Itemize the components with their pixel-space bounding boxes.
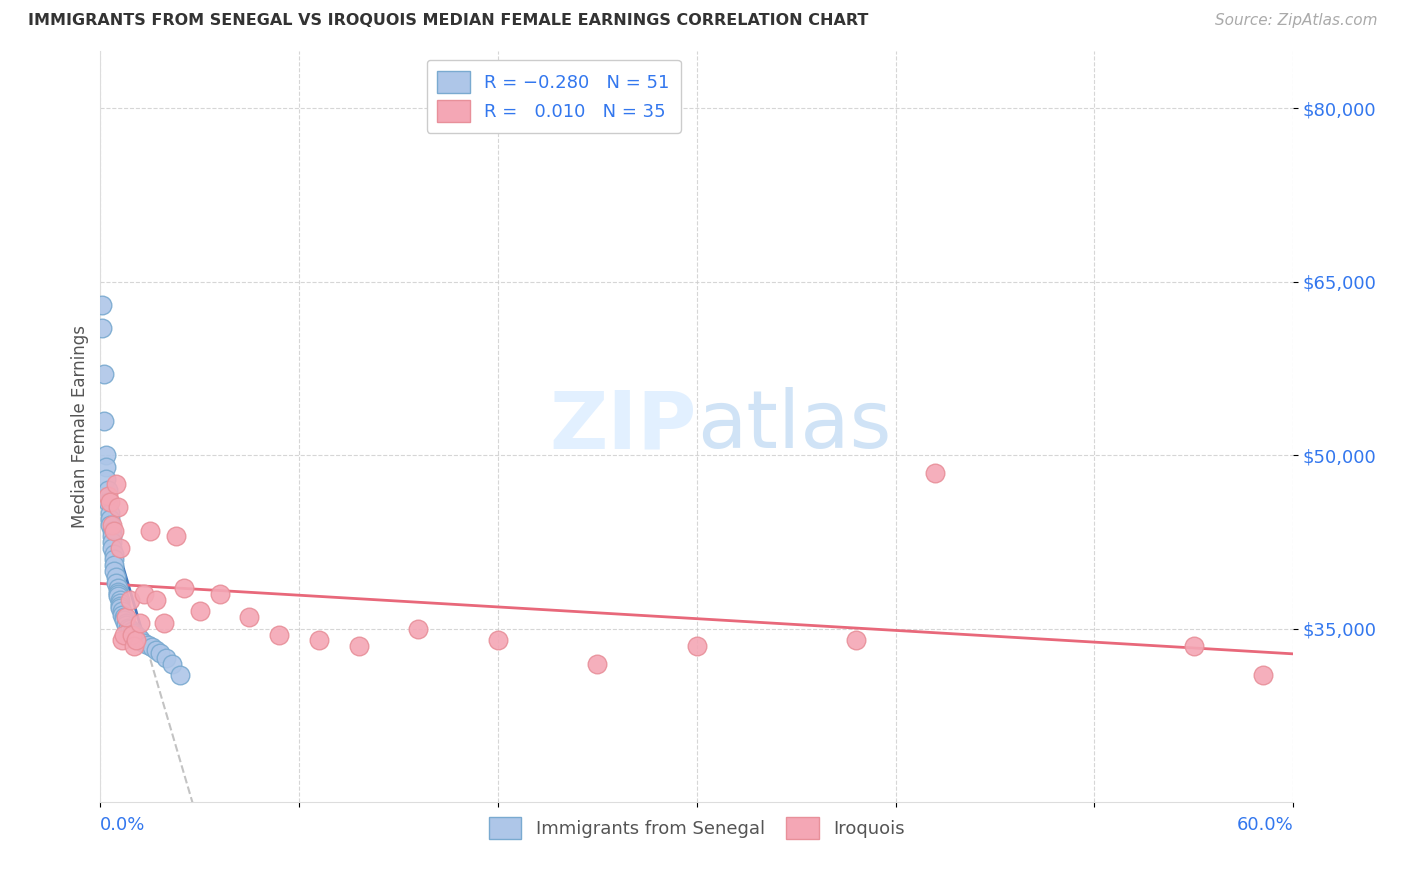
Point xyxy=(208,587,231,601)
Point xyxy=(101,535,124,549)
Point xyxy=(120,622,142,636)
Point xyxy=(117,621,139,635)
Point xyxy=(101,524,124,538)
Point xyxy=(121,624,143,639)
Point xyxy=(115,615,138,630)
Point xyxy=(98,517,121,532)
Point xyxy=(98,506,121,520)
Point xyxy=(121,627,143,641)
Point xyxy=(107,587,129,601)
Point xyxy=(125,627,148,641)
Point xyxy=(105,575,128,590)
Point xyxy=(169,668,191,682)
Point xyxy=(91,321,114,335)
Point xyxy=(308,633,330,648)
Point xyxy=(188,605,211,619)
Point xyxy=(103,524,125,538)
Point xyxy=(110,541,132,555)
Point xyxy=(586,657,609,671)
Point xyxy=(103,564,125,578)
Text: IMMIGRANTS FROM SENEGAL VS IROQUOIS MEDIAN FEMALE EARNINGS CORRELATION CHART: IMMIGRANTS FROM SENEGAL VS IROQUOIS MEDI… xyxy=(28,13,869,29)
Point xyxy=(107,582,129,596)
Point xyxy=(97,483,120,497)
Point xyxy=(112,613,135,627)
Point xyxy=(110,593,132,607)
Point xyxy=(103,547,125,561)
Point xyxy=(110,601,132,615)
Point xyxy=(101,517,124,532)
Point xyxy=(111,605,134,619)
Point xyxy=(115,618,138,632)
Point xyxy=(165,529,187,543)
Point xyxy=(149,646,172,660)
Point xyxy=(98,494,121,508)
Point xyxy=(145,642,167,657)
Point xyxy=(1182,639,1205,653)
Point xyxy=(686,639,709,653)
Point xyxy=(97,494,120,508)
Point xyxy=(486,633,509,648)
Point xyxy=(96,459,118,474)
Point xyxy=(924,466,946,480)
Point xyxy=(145,593,167,607)
Point xyxy=(153,615,176,630)
Text: Source: ZipAtlas.com: Source: ZipAtlas.com xyxy=(1215,13,1378,29)
Point xyxy=(136,638,159,652)
Point xyxy=(91,298,114,312)
Text: 0.0%: 0.0% xyxy=(100,816,146,834)
Point xyxy=(408,622,430,636)
Text: atlas: atlas xyxy=(697,387,891,466)
Point xyxy=(238,610,260,624)
Point xyxy=(347,639,370,653)
Point xyxy=(139,524,162,538)
Point xyxy=(132,636,155,650)
Point xyxy=(125,633,148,648)
Text: 60.0%: 60.0% xyxy=(1236,816,1294,834)
Point xyxy=(101,529,124,543)
Point xyxy=(1253,668,1275,682)
Point xyxy=(127,630,149,644)
Point xyxy=(96,449,118,463)
Point xyxy=(107,584,129,599)
Point xyxy=(120,593,142,607)
Point xyxy=(122,639,145,653)
Point xyxy=(115,610,138,624)
Point xyxy=(93,414,115,428)
Point xyxy=(107,500,129,515)
Point xyxy=(97,489,120,503)
Point xyxy=(111,633,134,648)
Point xyxy=(122,626,145,640)
Point xyxy=(845,633,868,648)
Point xyxy=(141,640,163,655)
Point xyxy=(132,587,155,601)
Point xyxy=(105,570,128,584)
Point xyxy=(112,627,135,641)
Point xyxy=(103,558,125,573)
Point xyxy=(160,657,183,671)
Point xyxy=(110,599,132,613)
Text: ZIP: ZIP xyxy=(550,387,697,466)
Point xyxy=(111,607,134,622)
Point xyxy=(107,590,129,604)
Point xyxy=(129,632,152,647)
Point xyxy=(101,541,124,555)
Point xyxy=(155,650,177,665)
Point xyxy=(96,471,118,485)
Y-axis label: Median Female Earnings: Median Female Earnings xyxy=(72,325,89,528)
Legend: Immigrants from Senegal, Iroquois: Immigrants from Senegal, Iroquois xyxy=(481,809,912,846)
Point xyxy=(105,477,128,491)
Point xyxy=(112,610,135,624)
Point xyxy=(129,615,152,630)
Point xyxy=(173,582,195,596)
Point xyxy=(269,627,291,641)
Point xyxy=(110,596,132,610)
Point xyxy=(103,552,125,566)
Point xyxy=(98,512,121,526)
Point xyxy=(93,368,115,382)
